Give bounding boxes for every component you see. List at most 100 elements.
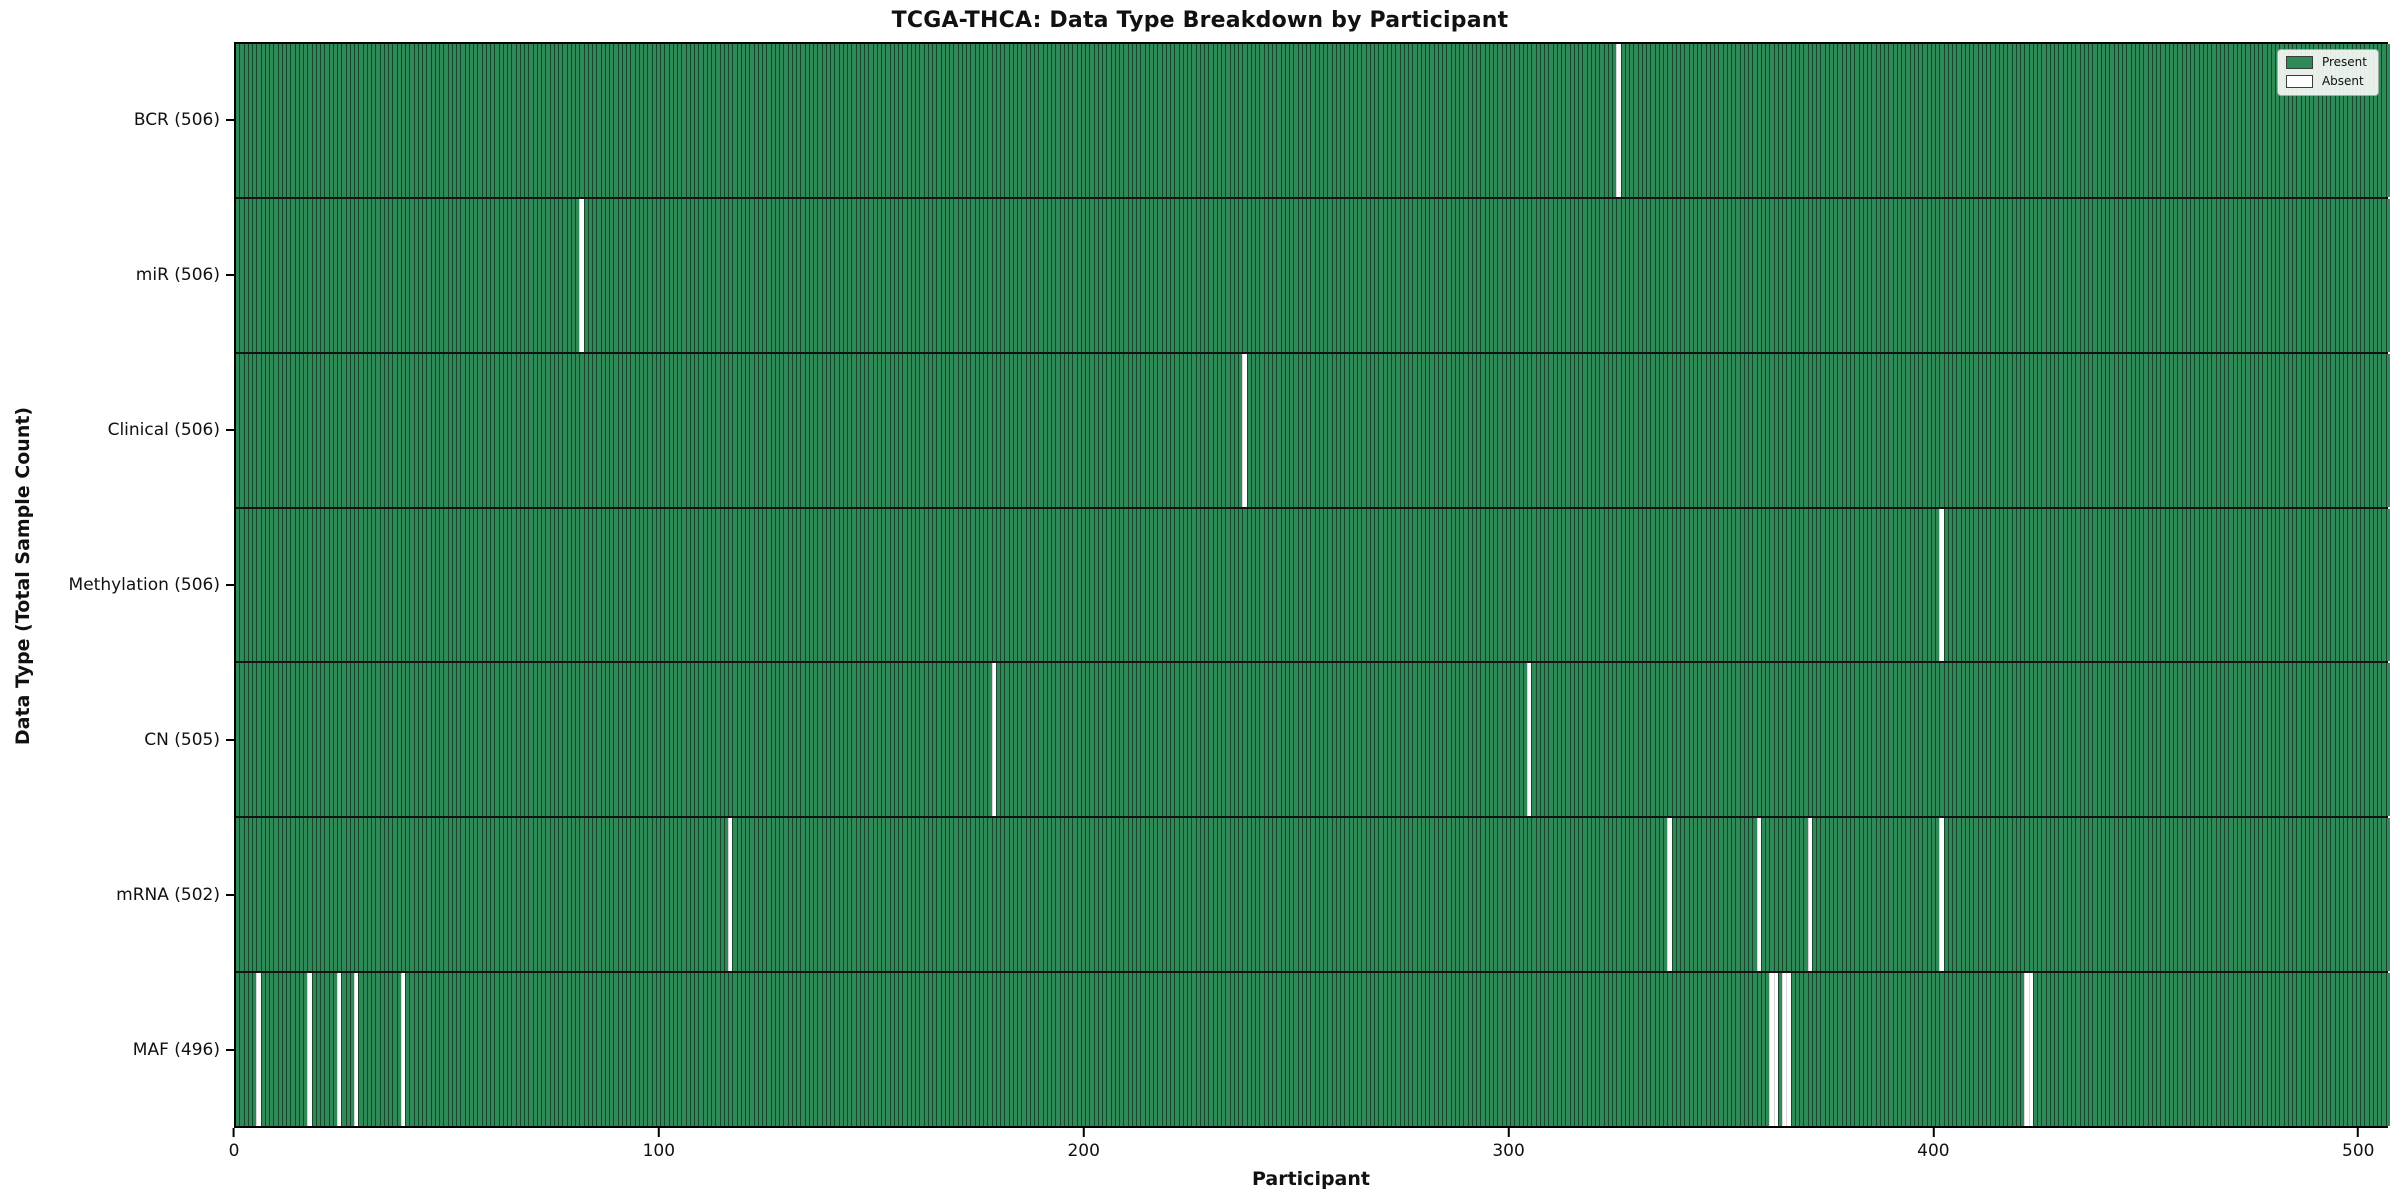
participant-cell	[1684, 198, 1689, 352]
participant-cell	[817, 818, 822, 972]
participant-cell	[2270, 973, 2275, 1127]
participant-cell	[1263, 353, 1268, 507]
participant-cell	[1875, 818, 1880, 972]
participant-cell	[715, 508, 720, 662]
participant-cell	[1828, 973, 1833, 1127]
participant-cell	[1059, 198, 1064, 352]
participant-cell	[303, 353, 308, 507]
participant-cell	[1722, 353, 1727, 507]
participant-cell	[1607, 44, 1612, 197]
participant-cell	[1671, 973, 1676, 1127]
participant-cell	[2058, 818, 2063, 972]
participant-cell	[2028, 973, 2033, 1127]
participant-cell	[1871, 44, 1876, 197]
participant-cell	[409, 44, 414, 197]
participant-cell	[2083, 508, 2088, 662]
participant-cell	[1412, 353, 1417, 507]
participant-cell	[995, 508, 1000, 662]
participant-cell	[774, 508, 779, 662]
participant-cell	[1756, 818, 1761, 972]
participant-cell	[1471, 973, 1476, 1127]
participant-cell	[927, 353, 932, 507]
participant-cell	[1518, 663, 1523, 817]
participant-cell	[2117, 973, 2122, 1127]
participant-cell	[647, 353, 652, 507]
participant-cell	[2024, 818, 2029, 972]
participant-cell	[1314, 44, 1319, 197]
participant-cell	[706, 198, 711, 352]
participant-cell	[2105, 508, 2110, 662]
participant-cell	[1569, 973, 1574, 1127]
participant-cell	[1777, 818, 1782, 972]
participant-cell	[1811, 508, 1816, 662]
participant-cell	[396, 198, 401, 352]
participant-cell	[1629, 198, 1634, 352]
participant-cell	[439, 353, 444, 507]
participant-cell	[1017, 353, 1022, 507]
participant-cell	[1794, 973, 1799, 1127]
participant-cell	[2177, 973, 2182, 1127]
participant-cell	[366, 353, 371, 507]
participant-cell	[519, 353, 524, 507]
participant-cell	[2134, 973, 2139, 1127]
participant-cell	[1973, 353, 1978, 507]
participant-cell	[2109, 44, 2114, 197]
participant-cell	[2134, 44, 2139, 197]
participant-cell	[1038, 198, 1043, 352]
participant-cell	[2007, 353, 2012, 507]
participant-cell	[2100, 508, 2105, 662]
participant-cell	[740, 353, 745, 507]
participant-cell	[1297, 353, 1302, 507]
participant-cell	[1799, 353, 1804, 507]
participant-cell	[1765, 508, 1770, 662]
participant-cell	[1476, 44, 1481, 197]
participant-cell	[1174, 353, 1179, 507]
participant-cell	[736, 353, 741, 507]
participant-cell	[583, 353, 588, 507]
participant-cell	[485, 663, 490, 817]
participant-cell	[1939, 198, 1944, 352]
participant-cell	[1055, 353, 1060, 507]
participant-cell	[2300, 508, 2305, 662]
participant-cell	[1289, 818, 1294, 972]
tick-mark	[1932, 1128, 1935, 1137]
participant-cell	[1692, 198, 1697, 352]
participant-cell	[1029, 353, 1034, 507]
participant-cell	[570, 818, 575, 972]
participant-cell	[1127, 198, 1132, 352]
participant-cell	[1641, 508, 1646, 662]
participant-cell	[651, 198, 656, 352]
participant-cell	[1735, 198, 1740, 352]
participant-cell	[1527, 44, 1532, 197]
participant-cell	[2088, 198, 2093, 352]
participant-cell	[1497, 353, 1502, 507]
participant-cell	[1221, 44, 1226, 197]
participant-cell	[740, 818, 745, 972]
participant-cell	[1276, 44, 1281, 197]
participant-cell	[1663, 44, 1668, 197]
participant-cell	[1365, 198, 1370, 352]
participant-cell	[2181, 353, 2186, 507]
participant-cell	[281, 818, 286, 972]
participant-cell	[885, 663, 890, 817]
participant-cell	[1255, 353, 1260, 507]
participant-cell	[1497, 973, 1502, 1127]
participant-cell	[1569, 663, 1574, 817]
participant-cell	[2279, 44, 2284, 197]
participant-cell	[859, 663, 864, 817]
participant-cell	[1714, 508, 1719, 662]
participant-cell	[2270, 663, 2275, 817]
participant-cell	[400, 353, 405, 507]
participant-cell	[1935, 663, 1940, 817]
participant-cell	[400, 508, 405, 662]
participant-cell	[851, 353, 856, 507]
participant-cell	[1799, 198, 1804, 352]
participant-cell	[464, 353, 469, 507]
participant-cell	[239, 353, 244, 507]
participant-cell	[324, 818, 329, 972]
participant-cell	[264, 818, 269, 972]
participant-cell	[498, 663, 503, 817]
participant-cell	[468, 663, 473, 817]
participant-cell	[732, 663, 737, 817]
participant-cell	[337, 818, 342, 972]
